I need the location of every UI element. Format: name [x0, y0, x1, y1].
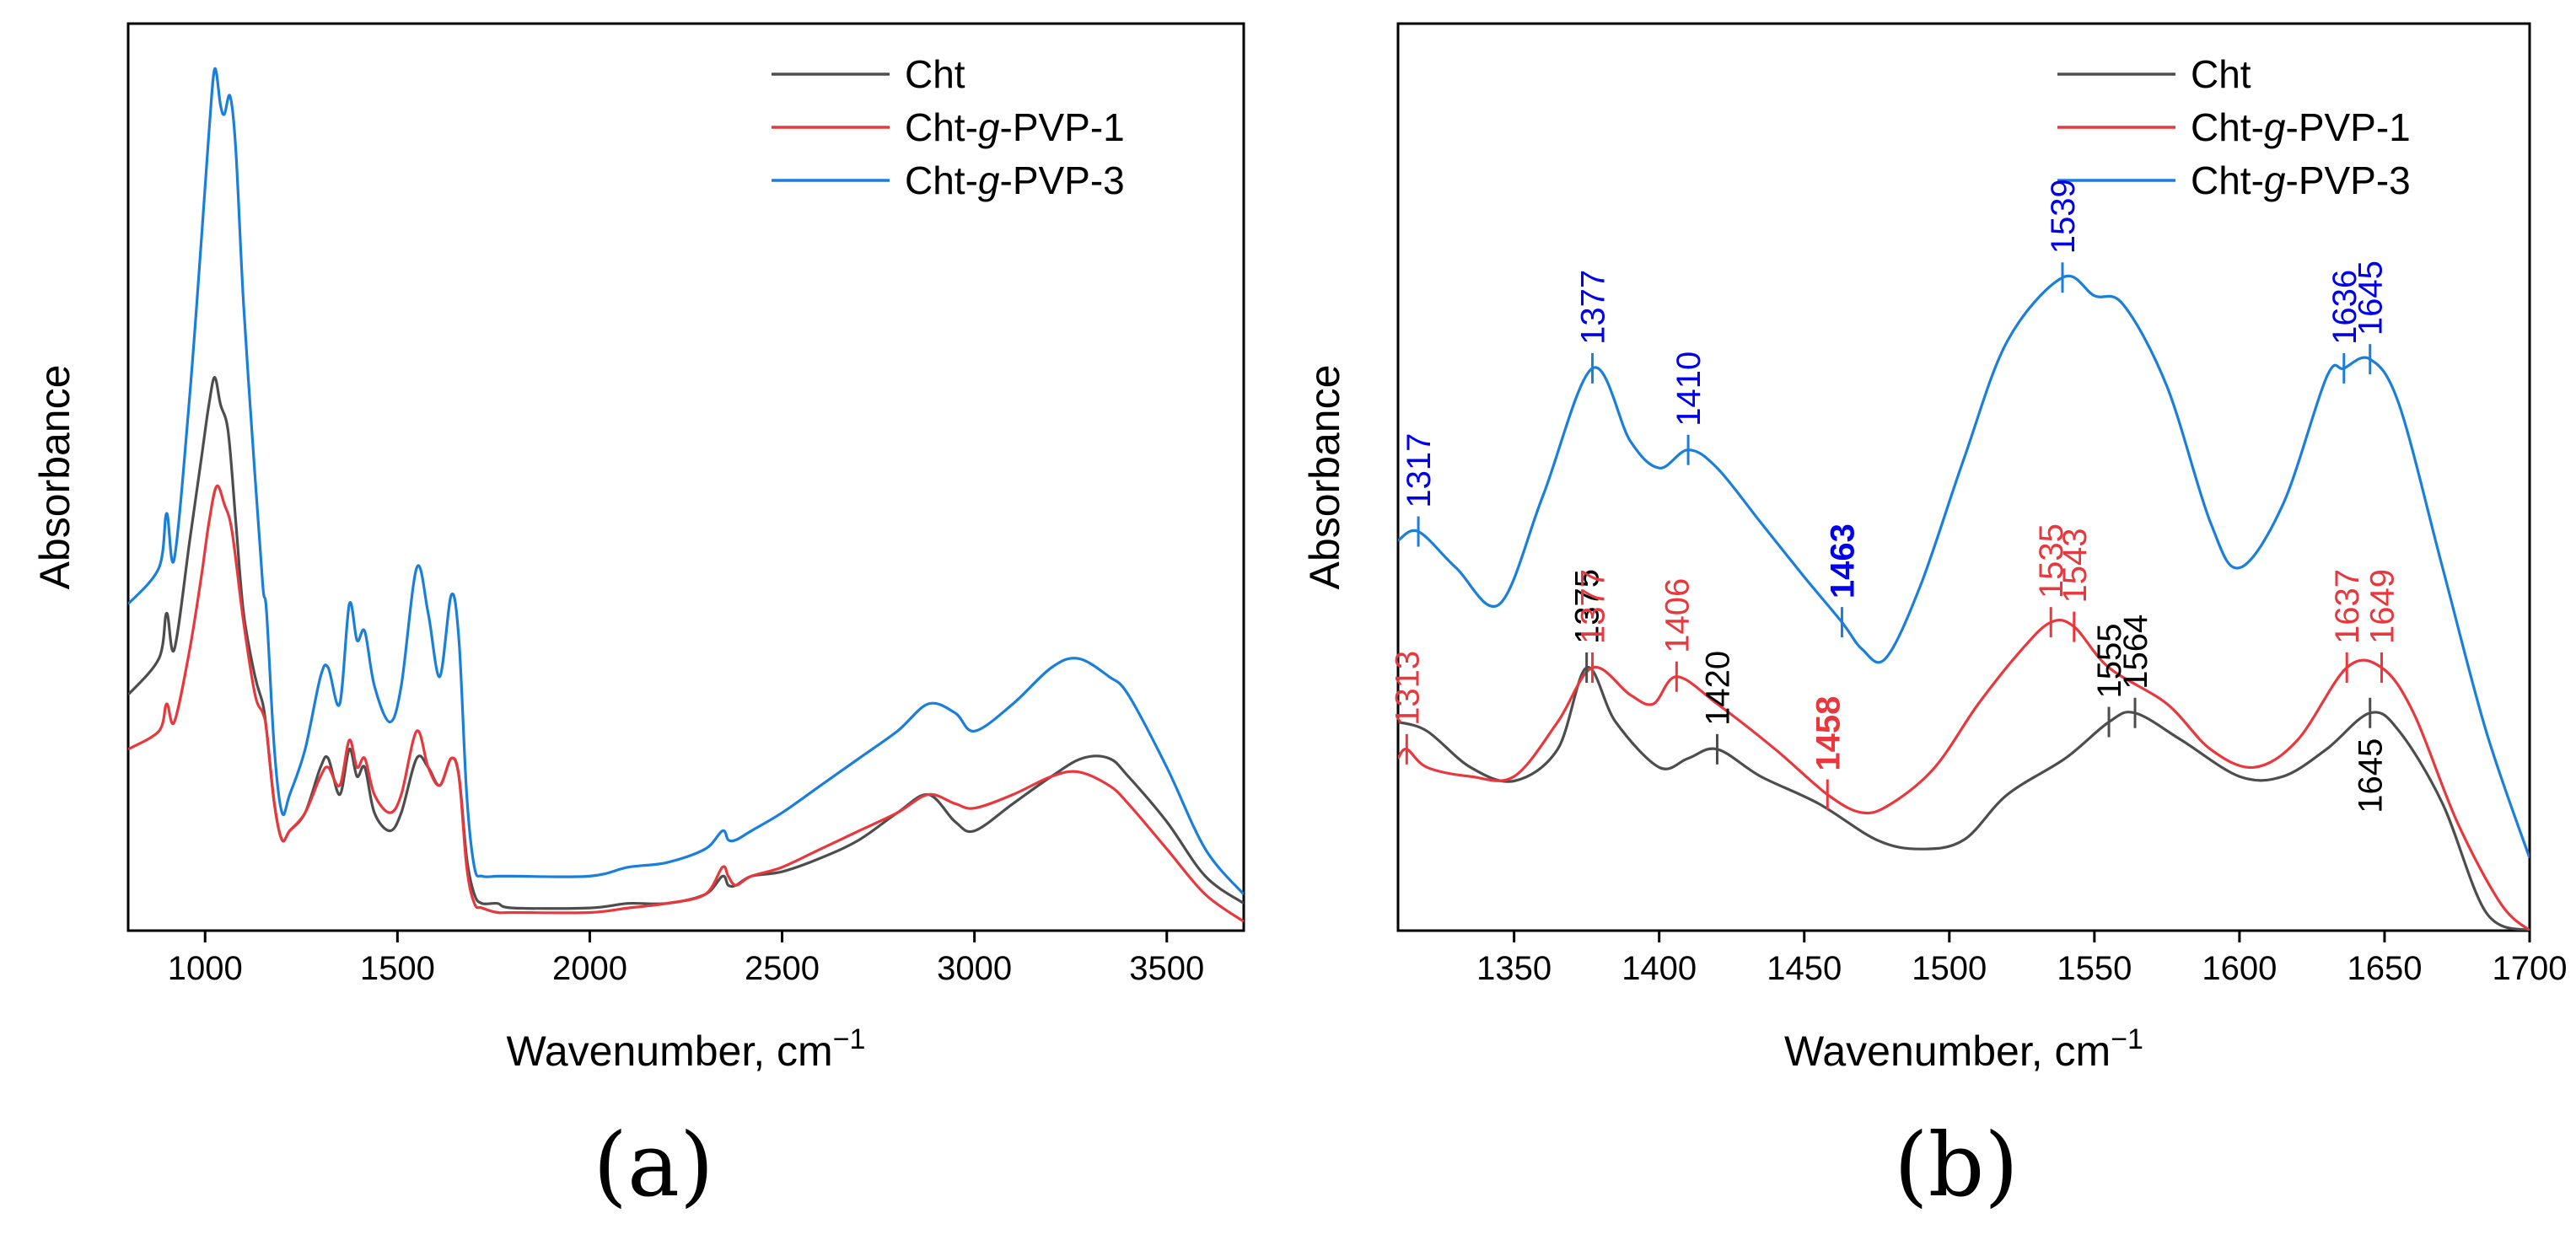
- peak-label: 1420: [1700, 651, 1737, 726]
- legend-italic: g: [978, 105, 1000, 149]
- peak-label: 1649: [2364, 569, 2401, 644]
- peak-label: 1375: [1569, 569, 1606, 644]
- legend-italic: g: [978, 158, 1000, 202]
- peak-label: 1458: [1810, 696, 1847, 771]
- x-tick-label: 2000: [552, 950, 627, 987]
- x-axis-label: Wavenumber, cm−1: [1784, 1023, 2143, 1075]
- series-line-cht: [1398, 666, 2530, 931]
- legend-italic: g: [2264, 158, 2286, 202]
- peak-label: 1377: [1575, 270, 1612, 345]
- series-line-cht-g-pvp-3: [128, 67, 1244, 896]
- series-group: [1398, 274, 2530, 931]
- x-tick-label: 3500: [1129, 950, 1204, 987]
- legend-entry-label: Cht: [905, 52, 965, 96]
- peak-label: 1543: [2057, 529, 2094, 604]
- x-tick-label: 1450: [1767, 950, 1842, 987]
- series-line-cht-g-pvp-3: [1398, 274, 2530, 859]
- peak-label: 1564: [2117, 615, 2154, 690]
- legend-entry-label: Cht-g-PVP-1: [2191, 105, 2411, 149]
- series-line-cht: [128, 376, 1244, 910]
- x-tick-label: 3000: [937, 950, 1012, 987]
- x-tick-label: 1000: [168, 950, 243, 987]
- x-tick-label: 1500: [360, 950, 435, 987]
- peak-label: 1317: [1401, 433, 1438, 508]
- peak-label: 1645: [2353, 738, 2390, 813]
- peak-label: 1377: [1575, 569, 1612, 644]
- series-line-cht-g-pvp-1: [128, 484, 1244, 923]
- peak-label: 1406: [1659, 578, 1696, 653]
- legend-entry-label: Cht: [2191, 52, 2251, 96]
- x-axis-label-sup: −1: [833, 1023, 866, 1055]
- peak-label: 1463: [1824, 523, 1861, 599]
- legend-entry-label: Cht-g-PVP-3: [2191, 158, 2411, 202]
- x-tick-label: 1600: [2202, 950, 2277, 987]
- peak-label: 1535: [2033, 523, 2070, 599]
- chart-panel-a: 1000 1500 2000 2500 3000 3500 Wavenumber, cm−1…: [31, 22, 1245, 1075]
- y-axis-label: Absorbance: [1301, 365, 1348, 590]
- x-tick-label: 1400: [1621, 950, 1697, 987]
- x-tick-label: 2500: [745, 950, 820, 987]
- peak-label: 1313: [1389, 651, 1426, 726]
- x-tick-label: 1500: [1912, 950, 1987, 987]
- legend-entry-label: Cht-g-PVP-3: [905, 158, 1125, 202]
- series-line-cht-g-pvp-1: [1398, 618, 2530, 931]
- series-group: [128, 67, 1244, 923]
- plot-frame: [126, 22, 1245, 932]
- peak-label: 1637: [2329, 569, 2366, 644]
- peak-label: 1410: [1670, 352, 1707, 427]
- panel-label: (b): [1894, 1114, 2019, 1216]
- legend: Cht Cht-g-PVP-1 Cht-g-PVP-3: [2057, 52, 2411, 202]
- peak-label: 1636: [2326, 270, 2364, 345]
- peak-label: 1555: [2091, 624, 2128, 699]
- y-axis-label: Absorbance: [31, 365, 78, 590]
- panel-label: (a): [593, 1114, 713, 1216]
- legend-italic: g: [2264, 105, 2286, 149]
- x-tick-label: 1350: [1476, 950, 1552, 987]
- plot-frame: [1396, 22, 2531, 932]
- legend: Cht Cht-g-PVP-1 Cht-g-PVP-3: [772, 52, 1125, 202]
- x-tick-label: 1700: [2493, 950, 2568, 987]
- x-axis-label-sup: −1: [2111, 1023, 2143, 1055]
- x-axis-label: Wavenumber, cm−1: [507, 1023, 866, 1075]
- chart-panel-b: 1350 1400 1450 1500 1550 1600 1650 1700 Wavenumb…: [1301, 22, 2568, 1075]
- legend-entry-label: Cht-g-PVP-1: [905, 105, 1125, 149]
- peak-label: 1645: [2353, 260, 2390, 335]
- x-tick-label: 1650: [2347, 950, 2422, 987]
- x-tick-label: 1550: [2057, 950, 2132, 987]
- peak-label: 1539: [2045, 179, 2082, 254]
